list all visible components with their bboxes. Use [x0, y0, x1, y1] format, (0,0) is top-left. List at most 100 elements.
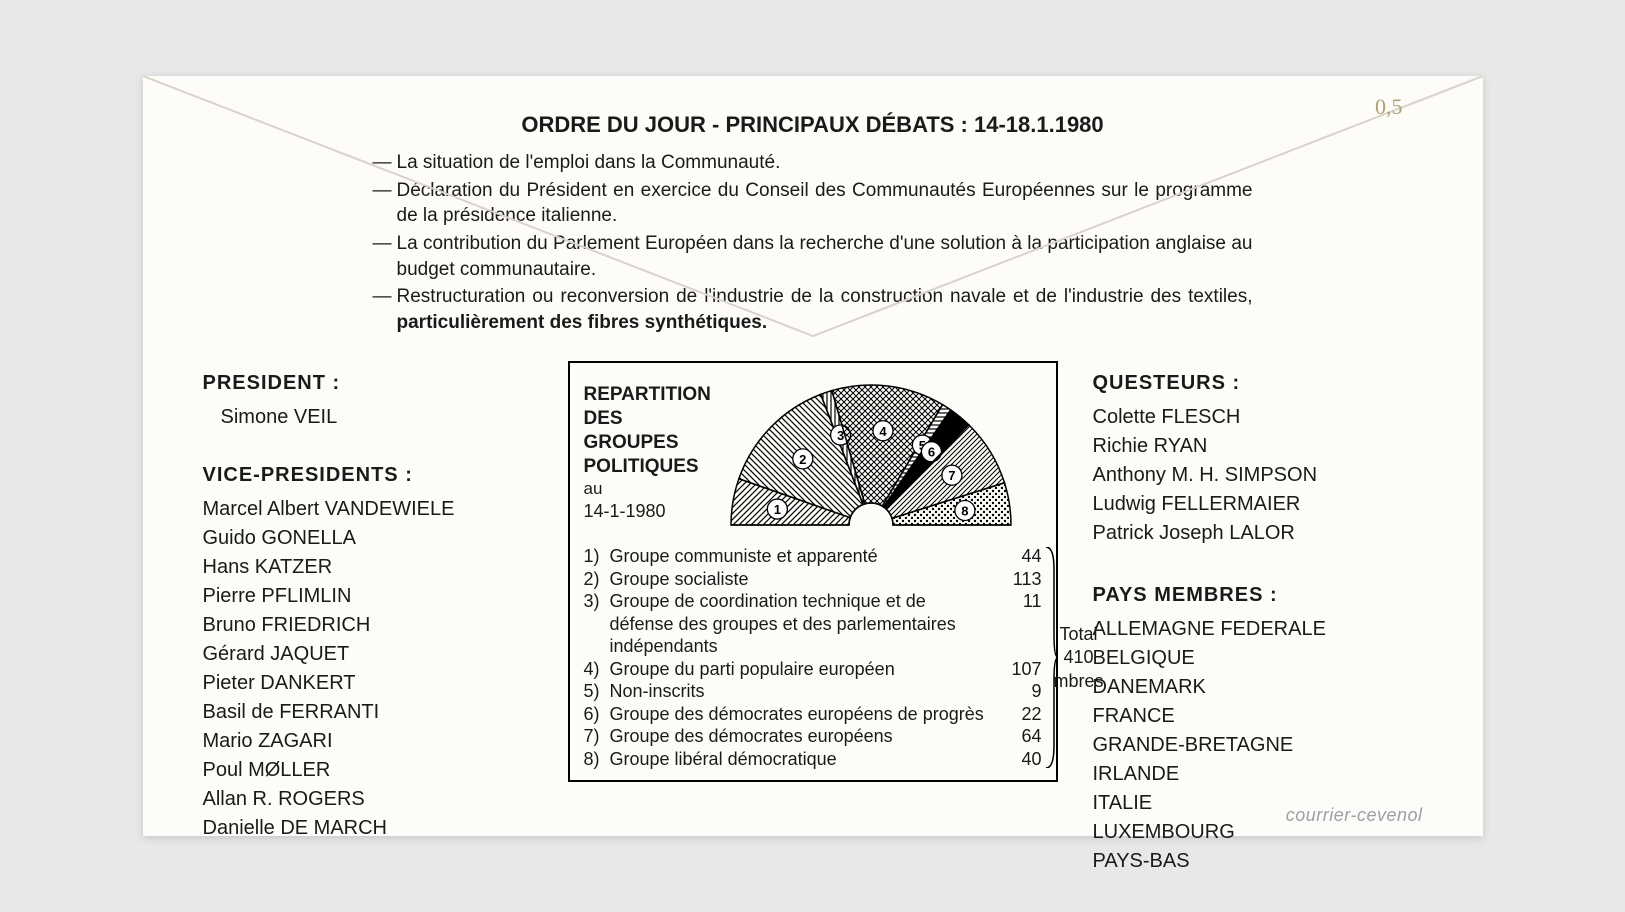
legend-label: Groupe de coordination technique et de d… — [610, 590, 998, 658]
list-item: Richie RYAN — [1093, 432, 1423, 460]
list-item: Colette FLESCH — [1093, 403, 1423, 431]
legend-label: Groupe des démocrates européens — [610, 725, 998, 748]
legend-label: Groupe communiste et apparenté — [610, 545, 998, 568]
legend-row: 6)Groupe des démocrates européens de pro… — [584, 703, 1042, 726]
vp-list: Marcel Albert VANDEWIELEGuido GONELLAHan… — [203, 495, 533, 842]
legend-label: Non-inscrits — [610, 680, 998, 703]
list-item: FRANCE — [1093, 702, 1423, 730]
legend-value: 44 — [998, 545, 1042, 568]
list-item: Pierre PFLIMLIN — [203, 582, 533, 610]
legend-row: 1)Groupe communiste et apparenté44 — [584, 545, 1042, 568]
agenda-dash: — — [373, 178, 397, 229]
chart-title-line: GROUPES — [584, 431, 711, 455]
list-item: Guido GONELLA — [203, 524, 533, 552]
chart-legend: Total 410 mbres 1)Groupe communiste et a… — [584, 545, 1042, 770]
legend-num: 4) — [584, 658, 610, 681]
legend-total: Total 410 mbres — [1042, 545, 1116, 770]
columns: PRESIDENT : Simone VEIL VICE-PRESIDENTS … — [203, 361, 1423, 876]
agenda-dash: — — [373, 284, 397, 335]
legend-value: 64 — [998, 725, 1042, 748]
questeurs-title: QUESTEURS : — [1093, 369, 1423, 397]
agenda-item: —La situation de l'emploi dans la Commun… — [373, 150, 1253, 176]
president-name: Simone VEIL — [221, 403, 533, 431]
total-unit: mbres — [1053, 670, 1103, 693]
legend-row: 3)Groupe de coordination technique et de… — [584, 590, 1042, 658]
chart-au: au — [584, 478, 711, 499]
chart-title-line: POLITIQUES — [584, 455, 711, 479]
chart-title: REPARTITIONDESGROUPESPOLITIQUESau14-1-19… — [584, 375, 711, 522]
agenda-text: La situation de l'emploi dans la Communa… — [397, 150, 1253, 176]
agenda-text: Restructuration ou reconversion de l'ind… — [397, 284, 1253, 335]
list-item: Mario ZAGARI — [203, 727, 533, 755]
semicircle-chart: 12345678 — [721, 375, 1021, 535]
list-item: ALLEMAGNE FEDERALE — [1093, 615, 1423, 643]
legend-label: Groupe libéral démocratique — [610, 748, 998, 771]
watermark: courrier-cevenol — [1286, 805, 1423, 826]
list-item: Marcel Albert VANDEWIELE — [203, 495, 533, 523]
list-item: GRANDE-BRETAGNE — [1093, 731, 1423, 759]
legend-num: 6) — [584, 703, 610, 726]
page-title: ORDRE DU JOUR - PRINCIPAUX DÉBATS : 14-1… — [203, 112, 1423, 138]
agenda-item: —La contribution du Parlement Européen d… — [373, 231, 1253, 282]
chart-box: REPARTITIONDESGROUPESPOLITIQUESau14-1-19… — [568, 361, 1058, 782]
legend-value: 40 — [998, 748, 1042, 771]
legend-label: Groupe des démocrates européens de progr… — [610, 703, 998, 726]
list-item: Patrick Joseph LALOR — [1093, 519, 1423, 547]
slice-number: 4 — [879, 424, 887, 439]
list-item: DANEMARK — [1093, 673, 1423, 701]
legend-row: 7)Groupe des démocrates européens64 — [584, 725, 1042, 748]
list-item: Anthony M. H. SIMPSON — [1093, 461, 1423, 489]
agenda-text: Déclaration du Président en exercice du … — [397, 178, 1253, 229]
list-item: Bruno FRIEDRICH — [203, 611, 533, 639]
list-item: Pieter DANKERT — [203, 669, 533, 697]
president-title: PRESIDENT : — [203, 369, 533, 397]
list-item: IRLANDE — [1093, 760, 1423, 788]
legend-row: 5)Non-inscrits9 — [584, 680, 1042, 703]
legend-num: 2) — [584, 568, 610, 591]
legend-num: 1) — [584, 545, 610, 568]
list-item: BELGIQUE — [1093, 644, 1423, 672]
list-item: Hans KATZER — [203, 553, 533, 581]
legend-value: 107 — [998, 658, 1042, 681]
legend-row: 8)Groupe libéral démocratique40 — [584, 748, 1042, 771]
legend-num: 3) — [584, 590, 610, 613]
list-item: Basil de FERRANTI — [203, 698, 533, 726]
center-column: REPARTITIONDESGROUPESPOLITIQUESau14-1-19… — [563, 361, 1063, 782]
legend-row: 2)Groupe socialiste113 — [584, 568, 1042, 591]
agenda-dash: — — [373, 150, 397, 176]
chart-title-line: REPARTITION — [584, 383, 711, 407]
list-item: Ludwig FELLERMAIER — [1093, 490, 1423, 518]
handwritten-note: 0,5 — [1375, 94, 1403, 120]
vp-title: VICE-PRESIDENTS : — [203, 461, 533, 489]
legend-value: 9 — [998, 680, 1042, 703]
legend-label: Groupe socialiste — [610, 568, 998, 591]
list-item: Allan R. ROGERS — [203, 785, 533, 813]
total-value: 410 — [1053, 646, 1103, 669]
legend-value: 22 — [998, 703, 1042, 726]
legend-num: 8) — [584, 748, 610, 771]
slice-number: 8 — [961, 504, 968, 519]
slice-number: 1 — [774, 503, 781, 518]
total-label: Total — [1053, 623, 1103, 646]
slice-number: 6 — [928, 445, 935, 460]
list-item: Danielle DE MARCH — [203, 814, 533, 842]
questeurs-list: Colette FLESCHRichie RYANAnthony M. H. S… — [1093, 403, 1423, 547]
chart-top: REPARTITIONDESGROUPESPOLITIQUESau14-1-19… — [584, 375, 1042, 535]
slice-number: 2 — [799, 452, 806, 467]
legend-row: 4)Groupe du parti populaire européen107 — [584, 658, 1042, 681]
pays-title: PAYS MEMBRES : — [1093, 581, 1423, 609]
legend-num: 7) — [584, 725, 610, 748]
chart-date: 14-1-1980 — [584, 500, 711, 523]
agenda-item: —Restructuration ou reconversion de l'in… — [373, 284, 1253, 335]
slice-number: 7 — [948, 469, 955, 484]
agenda-dash: — — [373, 231, 397, 282]
list-item: PAYS-BAS — [1093, 847, 1423, 875]
legend-num: 5) — [584, 680, 610, 703]
list-item: Poul MØLLER — [203, 756, 533, 784]
legend-value: 11 — [998, 590, 1042, 613]
chart-title-line: DES — [584, 407, 711, 431]
agenda-list: —La situation de l'emploi dans la Commun… — [373, 150, 1253, 335]
legend-label: Groupe du parti populaire européen — [610, 658, 998, 681]
list-item: Gérard JAQUET — [203, 640, 533, 668]
right-column: QUESTEURS : Colette FLESCHRichie RYANAnt… — [1093, 361, 1423, 876]
